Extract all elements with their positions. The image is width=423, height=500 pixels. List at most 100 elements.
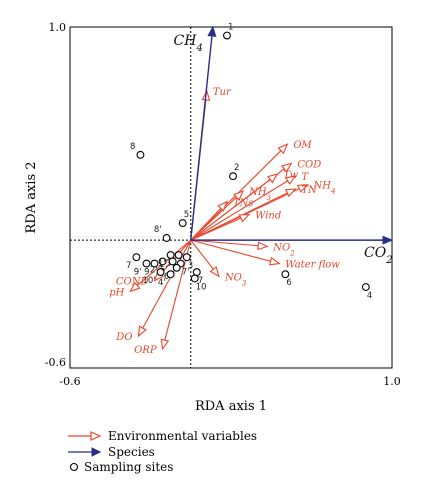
env-label: pH xyxy=(109,287,124,298)
y-tick-label: -0.6 xyxy=(45,356,66,369)
env-arrow-head xyxy=(160,338,170,351)
env-label: NO2 xyxy=(272,243,295,257)
plot-area: -0.6 1.0 1.0 -0.6 RDA axis 1 RDA axis 2 Tur OM C… xyxy=(24,21,401,414)
env-arrow-line xyxy=(142,239,192,329)
x-tick-label: 1.0 xyxy=(383,375,401,388)
site-marker xyxy=(178,219,187,228)
site-marker xyxy=(229,172,237,181)
env-arrow-line xyxy=(190,207,222,241)
species-arrow-head xyxy=(382,235,394,245)
site-label: 5 xyxy=(184,210,189,220)
legend-species-swatch xyxy=(68,447,102,457)
env-label: COND xyxy=(116,277,149,288)
env-arrow-head xyxy=(233,190,245,201)
env-arrow-line xyxy=(190,239,214,270)
x-axis-label: RDA axis 1 xyxy=(195,399,267,414)
env-arrow-line xyxy=(190,239,259,247)
species-arrow-head xyxy=(207,25,217,37)
site-marker xyxy=(132,253,141,262)
env-arrow-line xyxy=(190,179,271,241)
env-label: TNs xyxy=(233,198,254,209)
site-marker xyxy=(142,259,151,268)
site-label: 1 xyxy=(228,23,233,33)
y-tick-label: 1.0 xyxy=(49,21,67,34)
env-arrow-head xyxy=(296,184,309,193)
site-marker xyxy=(156,268,165,277)
env-label: TN xyxy=(301,185,318,196)
site-label: 8 xyxy=(130,142,135,152)
env-label: Wind xyxy=(255,211,281,222)
site-label: 2' xyxy=(150,265,158,275)
legend-species-label: Species xyxy=(108,445,155,459)
plot-frame xyxy=(69,26,393,369)
site-label: 4 xyxy=(367,291,372,301)
env-label: OM xyxy=(293,140,312,151)
site-marker xyxy=(172,263,181,272)
species-arrow-line xyxy=(190,35,213,241)
env-label: NO3 xyxy=(224,272,247,287)
env-arrow-head xyxy=(284,175,297,185)
env-label: COD xyxy=(297,159,321,170)
env-arrow-head xyxy=(281,162,293,173)
env-label: Tur xyxy=(213,87,232,98)
env-arrow-head xyxy=(267,173,279,184)
site-label: 10' xyxy=(142,276,155,286)
env-arrow-head xyxy=(277,143,289,155)
env-arrow-head xyxy=(284,188,297,198)
env-label: Tw xyxy=(283,170,298,181)
site-label: 10 xyxy=(196,282,207,292)
species-label: CH4 xyxy=(174,33,203,54)
site-marker xyxy=(192,268,201,277)
site-label: 3 xyxy=(188,261,193,271)
env-arrow-head xyxy=(137,325,147,338)
site-marker xyxy=(174,251,183,259)
site-marker xyxy=(190,274,199,283)
site-marker xyxy=(166,270,175,279)
site-label: 8' xyxy=(154,225,162,235)
env-arrow-head xyxy=(217,200,228,212)
env-label: NH4 xyxy=(312,181,335,196)
site-marker xyxy=(162,234,171,242)
y-axis-label: RDA axis 2 xyxy=(24,161,39,233)
site-label: 7 xyxy=(198,276,203,286)
site-label: 9 xyxy=(144,268,149,278)
legend: Environmental variables Species Sampling… xyxy=(68,429,257,474)
legend-env-label: Environmental variables xyxy=(108,429,257,443)
env-arrow-head xyxy=(129,281,141,293)
env-arrow-head xyxy=(209,266,220,278)
site-label: 6 xyxy=(286,278,291,288)
site-label: 7 xyxy=(126,261,131,271)
env-arrow-line xyxy=(190,217,242,241)
env-arrow-line xyxy=(190,196,237,241)
site-marker xyxy=(281,270,290,279)
species-label: CO2 xyxy=(364,245,393,266)
env-arrow-head xyxy=(238,213,251,223)
env-arrow-line xyxy=(190,180,289,241)
site-label: 9' xyxy=(134,268,142,278)
env-arrow-line xyxy=(190,239,271,262)
site-label: 2 xyxy=(234,163,239,173)
env-label: NH3 xyxy=(248,187,271,202)
env-label: ORP xyxy=(134,345,157,356)
x-tick-label: -0.6 xyxy=(59,375,80,388)
env-label: DO xyxy=(115,332,132,343)
site-marker xyxy=(166,251,175,259)
site-label: 7' xyxy=(182,268,190,278)
site-marker xyxy=(136,150,145,159)
env-arrow-line xyxy=(190,192,288,241)
site-marker xyxy=(223,31,231,40)
site-label: 4' xyxy=(158,278,166,288)
env-arrow-head xyxy=(268,256,281,266)
site-marker xyxy=(168,257,177,266)
site-marker xyxy=(158,257,167,266)
site-label: 1' xyxy=(158,259,166,269)
env-arrow-head xyxy=(257,241,269,251)
site-marker xyxy=(182,253,191,262)
legend-env-swatch xyxy=(68,431,102,441)
env-label: T xyxy=(301,172,309,183)
legend-site-label: Sampling sites xyxy=(84,460,173,474)
site-marker xyxy=(361,283,370,291)
env-label: Water flow xyxy=(285,260,340,271)
site-marker xyxy=(150,259,159,268)
